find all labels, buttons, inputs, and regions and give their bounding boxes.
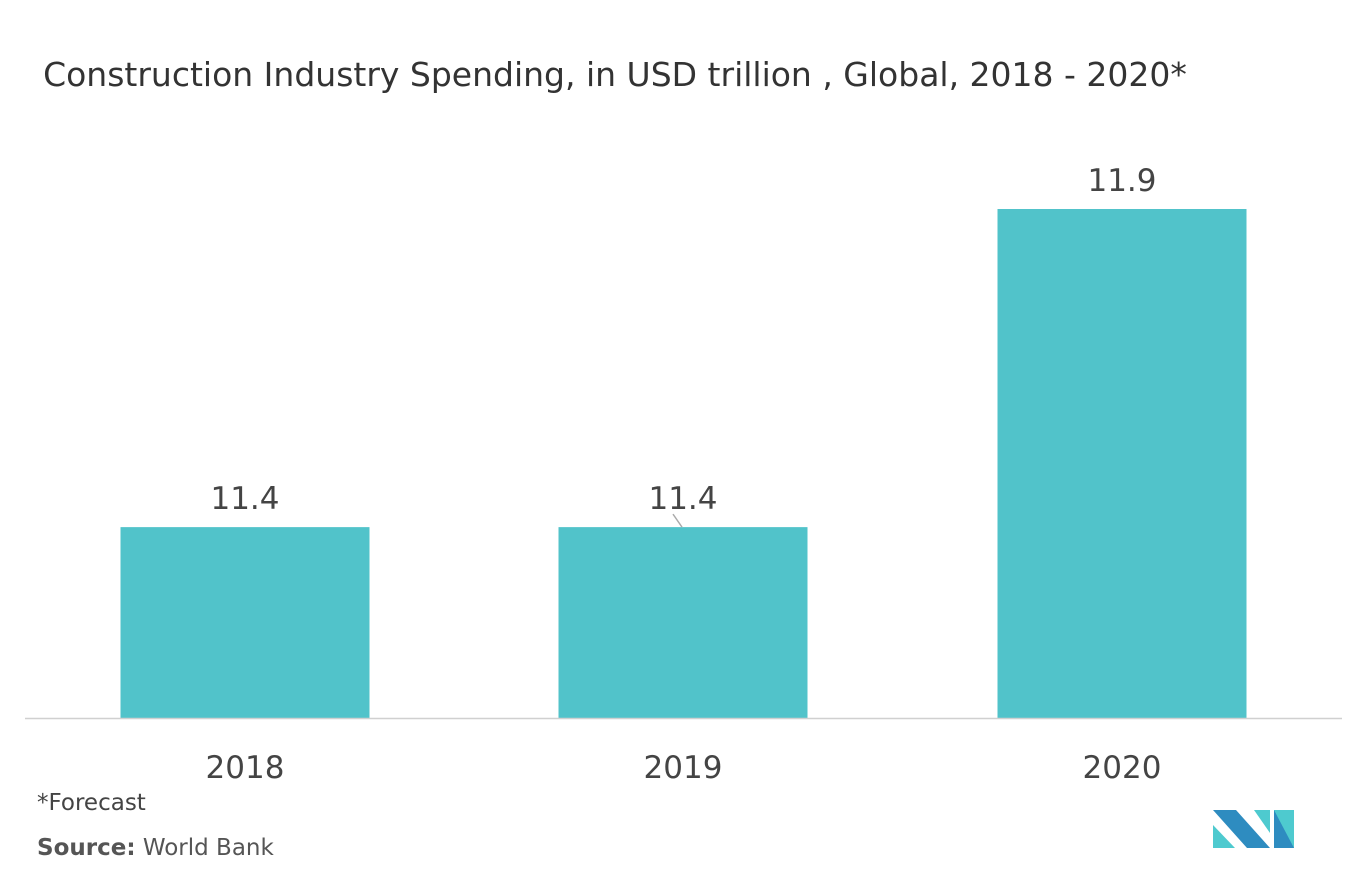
label-leader-line [672,513,683,528]
source-label: Source: [37,835,136,861]
bar-2018 [120,527,370,718]
x-tick-2018: 2018 [206,750,285,786]
source-line: Source: World Bank [37,835,274,861]
forecast-footnote: *Forecast [37,790,146,816]
bar-2019 [558,527,808,718]
x-tick-2019: 2019 [644,750,723,786]
source-value: World Bank [142,835,274,861]
data-label-2020: 11.9 [1087,163,1156,199]
x-tick-2020: 2020 [1083,750,1162,786]
data-label-2019: 11.4 [648,481,717,517]
bar-2020 [997,209,1247,718]
chart-title: Construction Industry Spending, in USD t… [43,55,1187,94]
data-label-2018: 11.4 [210,481,279,517]
mordor-logo [1213,810,1294,848]
